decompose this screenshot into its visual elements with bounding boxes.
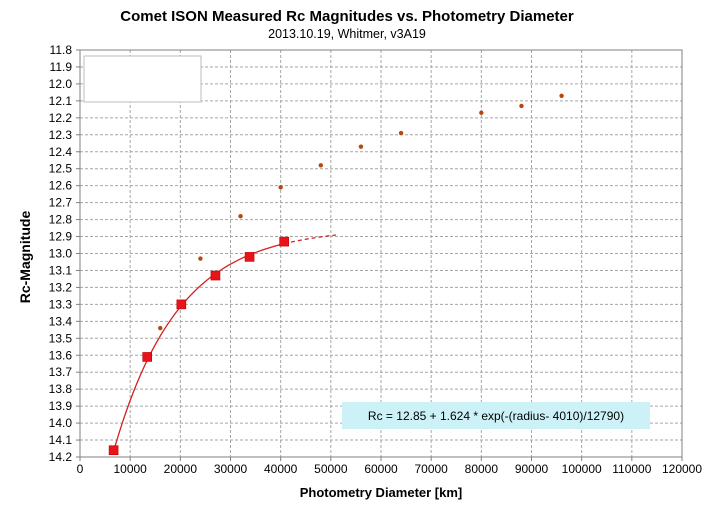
dot-marker — [198, 256, 203, 261]
square-marker — [279, 236, 289, 247]
y-tick-label: 12.4 — [49, 145, 73, 159]
y-tick-label: 14.1 — [49, 433, 73, 447]
y-tick-label: 12.1 — [49, 94, 73, 108]
x-tick-label: 80000 — [465, 462, 499, 476]
y-tick-label: 13.6 — [49, 348, 73, 362]
x-tick-label: 100000 — [562, 462, 602, 476]
x-tick-label: 40000 — [264, 462, 298, 476]
chart-title: Comet ISON Measured Rc Magnitudes vs. Ph… — [120, 8, 574, 25]
square-marker — [176, 299, 187, 310]
fit-curve-layer — [112, 234, 336, 452]
x-tick-label: 90000 — [515, 462, 549, 476]
y-tick-label: 13.1 — [49, 263, 73, 277]
x-axis-label: Photometry Diameter [km] — [300, 485, 463, 500]
y-tick-label: 13.5 — [49, 331, 73, 345]
fit-annotation: Rc = 12.85 + 1.624 * exp(-(radius- 4010)… — [368, 409, 624, 423]
y-tick-label: 12.5 — [49, 162, 73, 176]
legend-box — [83, 55, 202, 103]
y-tick-label: 13.7 — [49, 365, 73, 379]
y-tick-label: 14.0 — [49, 416, 73, 430]
square-marker — [244, 252, 255, 262]
y-tick-label: 12.2 — [49, 111, 73, 125]
square-marker — [142, 352, 153, 362]
dot-marker — [158, 325, 163, 331]
y-tick-label: 12.0 — [49, 77, 73, 91]
y-tick-label: 13.2 — [49, 280, 73, 294]
fit-curve — [112, 243, 285, 452]
dot-marker — [479, 110, 484, 115]
y-tick-label: 11.8 — [50, 43, 73, 57]
dot-marker — [238, 213, 243, 219]
square-marker — [108, 445, 119, 456]
y-tick-label: 12.6 — [49, 179, 73, 193]
dot-marker — [398, 130, 404, 136]
y-tick-label: 12.3 — [49, 128, 73, 142]
x-tick-label: 30000 — [214, 462, 248, 476]
grid-lines — [79, 49, 683, 458]
y-tick-label: 12.7 — [49, 196, 73, 210]
y-tick-label: 13.3 — [49, 297, 73, 311]
y-tick-label: 11.9 — [50, 60, 73, 74]
y-tick-label: 12.8 — [49, 213, 73, 227]
x-tick-label: 0 — [77, 462, 84, 476]
dot-marker — [278, 185, 283, 190]
x-tick-label: 110000 — [612, 462, 651, 476]
x-tick-label: 60000 — [364, 462, 398, 476]
y-tick-label: 14.2 — [49, 450, 73, 464]
x-tick-label: 10000 — [113, 462, 147, 476]
x-tick-label: 50000 — [314, 462, 348, 476]
y-tick-label: 13.4 — [49, 314, 73, 328]
dot-marker — [318, 163, 323, 168]
x-tick-label: 20000 — [164, 462, 198, 476]
square-marker — [210, 270, 221, 281]
dot-marker — [519, 103, 524, 109]
y-axis-label: Rc-Magnitude — [17, 211, 33, 304]
dot-marker — [559, 93, 564, 98]
dot-marker — [358, 144, 364, 149]
y-tick-label: 13.8 — [49, 382, 73, 396]
axes: 0 10000 20000 30000 40000 50000 60000 70000 8000… — [49, 43, 703, 476]
y-tick-label: 13.9 — [49, 399, 73, 413]
chart-subtitle: 2013.10.19, Whitmer, v3A19 — [268, 27, 426, 41]
y-tick-label: 13.0 — [49, 247, 73, 261]
fit-curve-extrapolated — [284, 234, 336, 245]
x-tick-label: 70000 — [414, 462, 448, 476]
y-tick-label: 12.9 — [49, 230, 73, 244]
fit-annotation-box — [342, 402, 650, 429]
data-points — [108, 93, 564, 456]
x-tick-label: 120000 — [662, 462, 702, 476]
